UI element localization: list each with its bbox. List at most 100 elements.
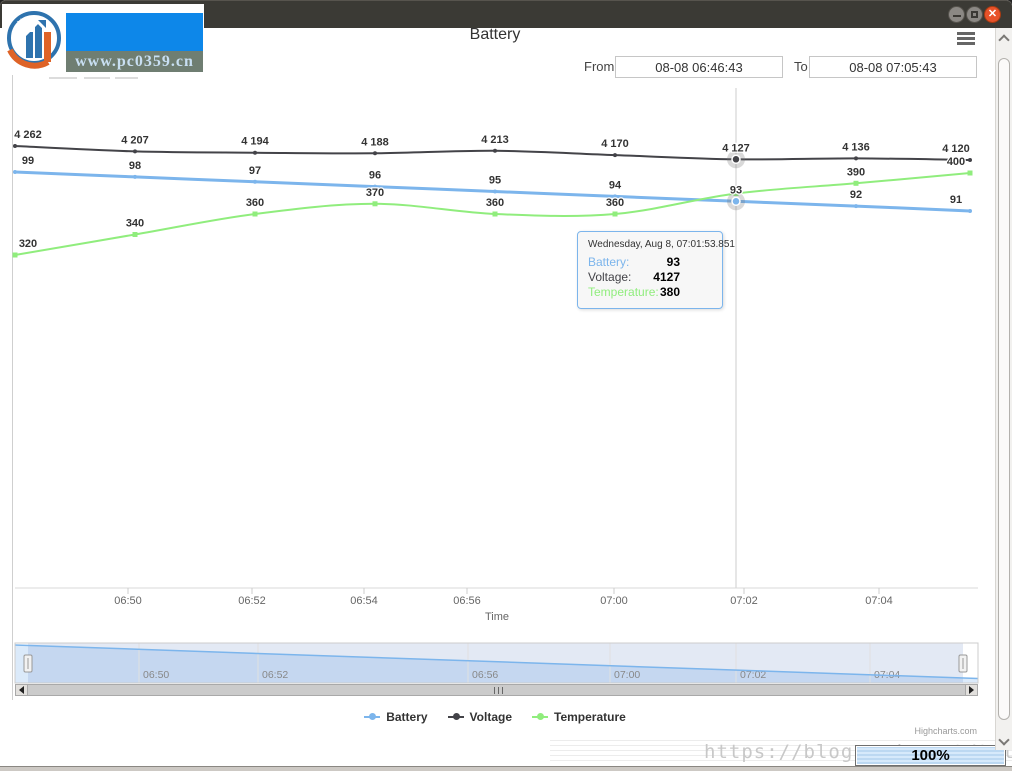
svg-text:06:56: 06:56 — [453, 595, 481, 607]
svg-text:06:52: 06:52 — [238, 595, 266, 607]
from-label: From — [584, 59, 615, 74]
svg-text:07:02: 07:02 — [730, 595, 758, 607]
svg-text:93: 93 — [730, 184, 742, 196]
svg-text:98: 98 — [129, 160, 141, 172]
svg-text:95: 95 — [489, 175, 501, 187]
svg-text:07:02: 07:02 — [740, 669, 766, 681]
svg-text:4 207: 4 207 — [121, 134, 149, 146]
site-logo-icon: ★ — [7, 11, 61, 69]
svg-text:4 194: 4 194 — [241, 136, 269, 148]
chart-legend: Battery Voltage Temperature — [0, 705, 990, 729]
scroll-up-icon[interactable] — [998, 34, 1010, 46]
svg-text:06:54: 06:54 — [350, 595, 378, 607]
svg-text:400: 400 — [947, 156, 965, 168]
to-label: To — [794, 59, 808, 74]
svg-text:4 120: 4 120 — [942, 143, 970, 155]
scrollbar-grip-icon[interactable] — [494, 687, 503, 694]
tooltip-voltage-value: 4127 — [653, 270, 680, 284]
divider — [84, 77, 110, 79]
tooltip-voltage-label: Voltage: — [588, 270, 632, 284]
svg-text:4 188: 4 188 — [361, 136, 389, 148]
legend-item-battery[interactable]: Battery — [364, 710, 428, 724]
svg-text:06:50: 06:50 — [143, 669, 169, 681]
zoom-level-indicator: 100% — [855, 745, 1006, 766]
svg-text:07:04: 07:04 — [874, 669, 900, 681]
legend-marker-temperature-icon — [532, 711, 548, 723]
scroll-right-button[interactable] — [965, 685, 977, 695]
tooltip-row-battery: Battery: 93 — [588, 255, 712, 270]
tooltip-battery-label: Battery: — [588, 255, 630, 269]
svg-text:07:04: 07:04 — [865, 595, 893, 607]
scroll-left-button[interactable] — [16, 685, 28, 695]
series-line-temperature — [14, 172, 971, 256]
svg-text:390: 390 — [847, 166, 865, 178]
navigator-handle-left[interactable] — [23, 654, 33, 673]
chart-title: Battery — [469, 26, 521, 43]
close-button[interactable]: ✕ — [984, 6, 1001, 23]
svg-text:360: 360 — [246, 197, 264, 209]
chart-tooltip: Wednesday, Aug 8, 07:01:53.851 Battery: … — [577, 231, 735, 309]
legend-marker-voltage-icon — [447, 711, 464, 723]
range-selector: From To — [0, 56, 990, 78]
svg-text:4 136: 4 136 — [842, 141, 870, 153]
svg-text:06:56: 06:56 — [472, 669, 498, 681]
svg-text:Time: Time — [485, 611, 509, 623]
svg-text:4 262: 4 262 — [14, 129, 42, 141]
window-bottom-border — [0, 766, 1012, 771]
site-watermark-url: www.pc0359.cn — [66, 51, 203, 72]
svg-text:06:50: 06:50 — [114, 595, 142, 607]
svg-text:94: 94 — [609, 179, 622, 191]
site-logo-banner — [66, 13, 203, 51]
legend-label-temperature: Temperature — [554, 710, 626, 724]
legend-marker-battery-icon — [364, 711, 381, 723]
svg-text:96: 96 — [369, 170, 381, 182]
tooltip-temperature-label: Temperature: — [588, 285, 659, 299]
svg-text:92: 92 — [850, 189, 862, 201]
arrow-left-icon — [19, 686, 24, 694]
legend-item-voltage[interactable]: Voltage — [447, 710, 512, 724]
tooltip-row-temperature: Temperature: 380 — [588, 285, 712, 300]
chart-horizontal-scrollbar[interactable] — [15, 684, 978, 696]
svg-text:06:52: 06:52 — [262, 669, 288, 681]
scroll-down-icon[interactable] — [998, 734, 1010, 746]
tooltip-row-voltage: Voltage: 4127 — [588, 270, 712, 285]
maximize-button[interactable] — [966, 6, 983, 23]
svg-text:370: 370 — [366, 187, 384, 199]
series-line-voltage — [14, 145, 971, 161]
content-frame-border — [12, 75, 13, 700]
svg-text:91: 91 — [950, 194, 962, 206]
close-icon: ✕ — [987, 8, 998, 20]
svg-text:340: 340 — [126, 218, 144, 230]
tooltip-timestamp: Wednesday, Aug 8, 07:01:53.851 — [588, 239, 735, 250]
svg-text:320: 320 — [19, 238, 37, 250]
tooltip-battery-value: 93 — [666, 255, 680, 269]
maximize-icon — [971, 11, 978, 18]
site-watermark: ★ www.pc0359.cn — [2, 4, 204, 76]
minimize-icon — [952, 15, 961, 17]
svg-text:360: 360 — [486, 197, 504, 209]
svg-text:07:00: 07:00 — [614, 669, 640, 681]
highcharts-credits[interactable]: Highcharts.com — [914, 726, 977, 736]
to-date-input[interactable] — [809, 56, 977, 78]
svg-text:4 127: 4 127 — [722, 142, 750, 154]
navigator-handle-right[interactable] — [958, 654, 968, 673]
svg-text:360: 360 — [606, 197, 624, 209]
svg-text:4 213: 4 213 — [481, 134, 509, 146]
arrow-right-icon — [969, 686, 974, 694]
svg-text:★: ★ — [16, 17, 26, 29]
series-line-battery — [14, 170, 971, 213]
svg-text:07:00: 07:00 — [600, 595, 628, 607]
vertical-scrollbar-thumb[interactable] — [998, 58, 1010, 720]
divider — [115, 77, 138, 79]
svg-text:97: 97 — [249, 165, 261, 177]
legend-label-battery: Battery — [386, 710, 428, 724]
legend-item-temperature[interactable]: Temperature — [532, 710, 626, 724]
tooltip-temperature-value: 380 — [659, 285, 680, 299]
chart-context-menu-icon[interactable] — [957, 32, 977, 46]
minimize-button[interactable] — [948, 6, 965, 23]
from-date-input[interactable] — [615, 56, 783, 78]
page-vertical-scrollbar[interactable] — [995, 28, 1012, 750]
svg-text:99: 99 — [22, 155, 34, 167]
